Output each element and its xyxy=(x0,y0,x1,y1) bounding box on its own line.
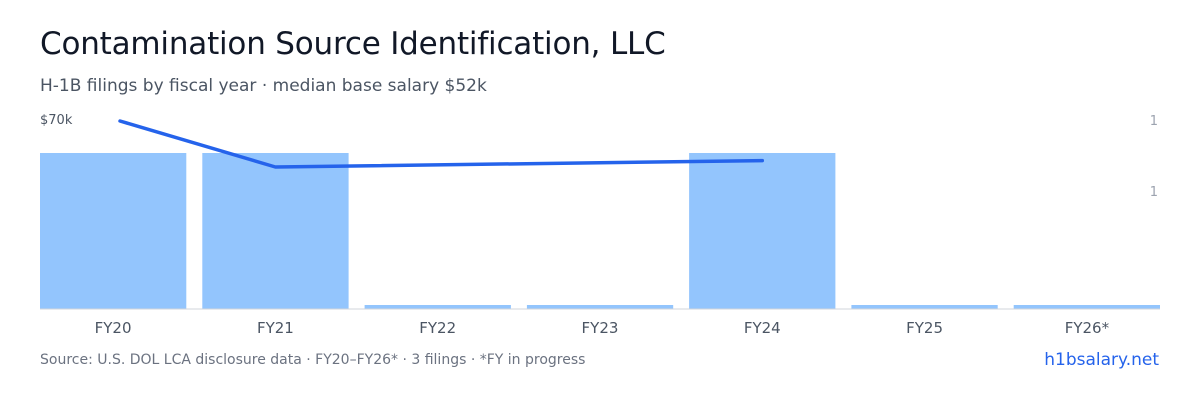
bar-fy23 xyxy=(526,305,674,309)
bar-fy20 xyxy=(40,153,187,309)
x-tick-label: FY24 xyxy=(744,319,781,337)
bar-fy24 xyxy=(689,153,836,309)
right-axis-tick-label-mid: 1 xyxy=(1150,185,1158,200)
chart-title: Contamination Source Identification, LLC xyxy=(40,26,666,62)
bar-fy22 xyxy=(364,305,511,309)
x-tick-label: FY23 xyxy=(582,319,619,337)
x-tick-label: FY21 xyxy=(257,319,294,337)
left-axis-tick-label: $70k xyxy=(40,113,73,128)
bar-fy26 xyxy=(1013,305,1160,309)
x-tick-labels: FY20 FY21 FY22 FY23 FY24 FY25 FY26* xyxy=(95,319,1110,337)
chart-subtitle: H-1B filings by fiscal year · median bas… xyxy=(40,76,487,96)
x-tick-label: FY20 xyxy=(95,319,132,337)
footer-source: Source: U.S. DOL LCA disclosure data · F… xyxy=(40,352,586,368)
bar-fy21 xyxy=(202,153,349,309)
bar-fy25 xyxy=(851,305,998,309)
x-tick-label: FY26* xyxy=(1065,319,1110,337)
brand-link[interactable]: h1bsalary.net xyxy=(1044,350,1159,370)
median-salary-line xyxy=(118,119,765,169)
bars-layer xyxy=(40,153,1160,309)
right-axis-tick-label-top: 1 xyxy=(1150,114,1158,129)
x-tick-label: FY22 xyxy=(419,319,456,337)
x-tick-label: FY25 xyxy=(906,319,943,337)
